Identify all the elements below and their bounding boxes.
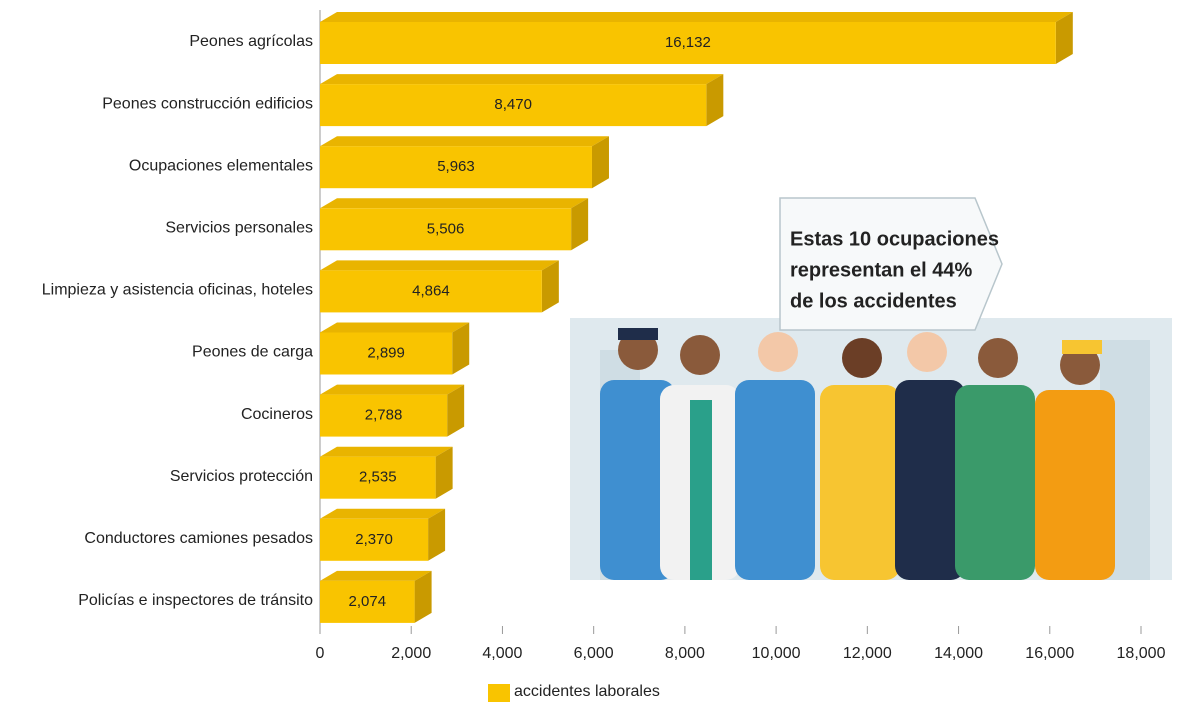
bar [320, 580, 415, 623]
bar [320, 146, 592, 189]
value-label: 2,535 [359, 469, 397, 486]
bar-side [435, 446, 453, 499]
bar-top [320, 570, 432, 581]
bar [320, 208, 572, 251]
x-tick-label: 8,000 [665, 645, 705, 662]
bar-side [452, 322, 470, 375]
x-tick-label: 10,000 [752, 645, 801, 662]
annotation: de los accidentes [790, 290, 957, 312]
value-label: 2,788 [365, 407, 403, 424]
annotation: representan el 44% [790, 259, 973, 281]
annotation: Estas 10 ocupaciones [790, 228, 999, 250]
value-label: 5,506 [427, 220, 465, 237]
y-tick-label: Peones construcción edificios [102, 95, 313, 112]
x-tick-label: 16,000 [1025, 645, 1074, 662]
x-tick-label: 14,000 [934, 645, 983, 662]
value-label: 2,370 [355, 531, 393, 548]
y-tick-label: Servicios protección [170, 468, 313, 485]
x-tick-label: 0 [316, 645, 325, 662]
bar-top [320, 322, 470, 333]
value-label: 5,963 [437, 158, 475, 175]
y-tick-label: Conductores camiones pesados [84, 530, 313, 547]
bar-top [320, 384, 465, 395]
bar-side [591, 136, 609, 189]
bar-top [320, 508, 446, 519]
bar-side [414, 570, 432, 623]
y-tick-label: Servicios personales [165, 220, 313, 237]
y-tick-label: Limpieza y asistencia oficinas, hoteles [42, 282, 313, 299]
value-label: 16,132 [665, 34, 711, 51]
y-tick-label: Peones de carga [192, 344, 313, 361]
bar [320, 518, 429, 561]
illustration [570, 197, 1172, 580]
value-label: 4,864 [412, 282, 450, 299]
bar-side [571, 198, 589, 251]
bar-top [320, 12, 1073, 22]
value-label: 2,074 [349, 593, 387, 610]
y-tick-label: Peones agrícolas [189, 33, 313, 50]
value-label: 2,899 [367, 344, 405, 361]
bar-top [320, 446, 453, 457]
y-tick-label: Ocupaciones elementales [129, 157, 313, 174]
bar [320, 332, 453, 375]
y-tick-label: Policías e inspectores de tránsito [78, 592, 313, 609]
x-tick-label: 6,000 [574, 645, 614, 662]
bar-top [320, 74, 724, 85]
bar-side [706, 74, 724, 127]
bar-side [447, 384, 465, 437]
x-tick-label: 2,000 [391, 645, 431, 662]
bar-top [320, 136, 609, 147]
bar [320, 456, 436, 499]
bar-side [428, 508, 446, 561]
bar [320, 394, 448, 437]
bar-top [320, 198, 589, 209]
x-tick-label: 18,000 [1117, 645, 1166, 662]
bar-top [320, 260, 559, 271]
bar [320, 84, 707, 127]
bar-side [541, 260, 559, 313]
legend-swatch [488, 684, 510, 702]
value-label: 8,470 [494, 96, 532, 113]
y-tick-label: Cocineros [241, 406, 313, 423]
bar [320, 270, 542, 313]
legend-label: accidentes laborales [514, 683, 660, 700]
x-tick-label: 12,000 [843, 645, 892, 662]
bar [320, 22, 1056, 64]
x-tick-label: 4,000 [482, 645, 522, 662]
bar-side [1055, 12, 1073, 64]
